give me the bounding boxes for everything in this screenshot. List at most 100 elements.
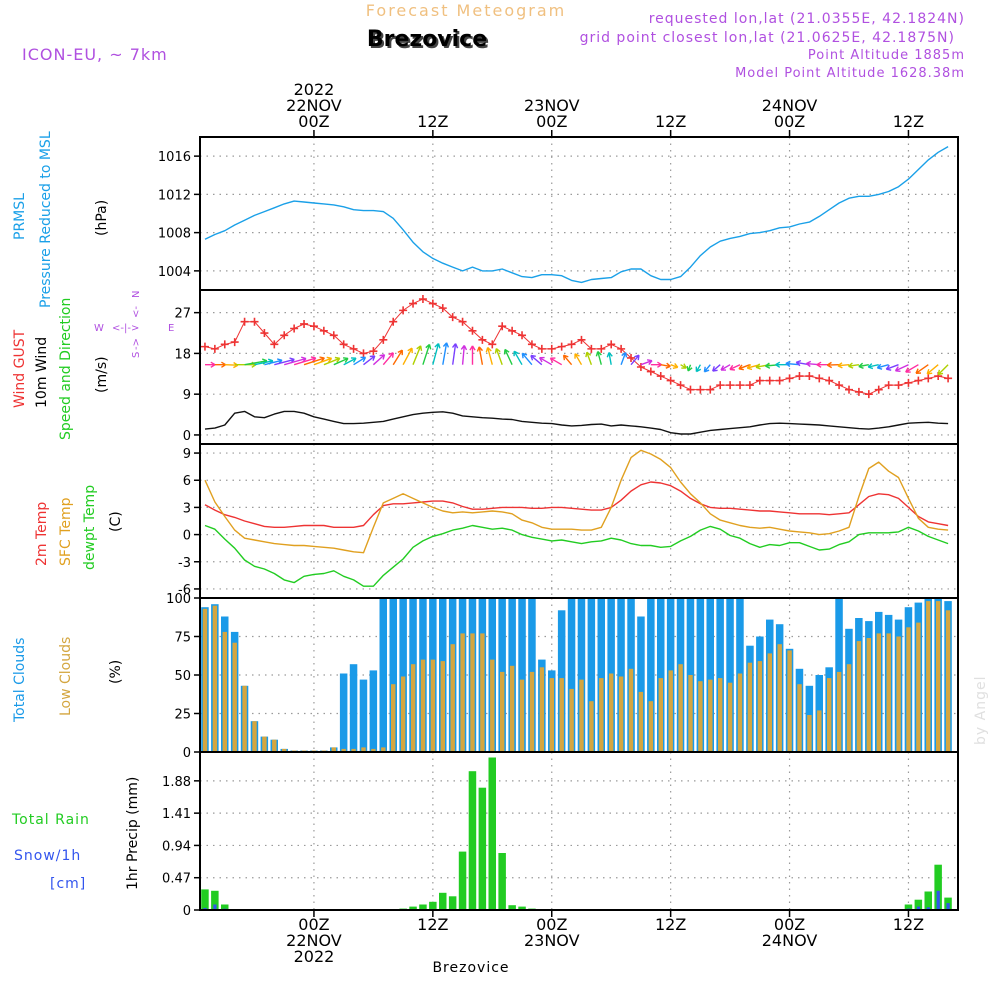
low-cloud-bar — [827, 678, 832, 752]
t2m-line — [204, 481, 949, 528]
wind-direction-arrow — [485, 346, 493, 365]
footer-location: Brezovice — [432, 960, 509, 976]
rain-bar — [458, 851, 467, 910]
watermark: by Angel — [973, 676, 989, 745]
gust-marker — [924, 374, 933, 383]
wind-direction-arrow — [848, 362, 859, 369]
gust-marker — [914, 376, 923, 385]
gust-marker — [557, 342, 566, 351]
cloud-ytick-label: 75 — [174, 631, 191, 646]
wind-speed-direction-label: Speed and Direction — [58, 298, 74, 440]
gust-marker — [904, 378, 913, 387]
low-cloud-bar — [678, 664, 683, 752]
low-cloud-bar — [648, 701, 654, 752]
low-cloud-bar — [906, 627, 911, 752]
wind-direction-arrow — [620, 351, 628, 365]
wind-direction-arrow — [905, 364, 919, 373]
low-cloud-bar — [936, 601, 941, 752]
gust-marker — [359, 349, 368, 358]
temp-labels: 2m Temp SFC Temp dewpt Temp (C) — [34, 485, 124, 570]
gust-marker — [300, 319, 309, 328]
gust-marker — [854, 387, 863, 396]
gust-marker — [835, 381, 844, 390]
wind-direction-arrow — [937, 364, 949, 376]
rain-bar — [419, 904, 427, 910]
low-cloud-bar — [391, 684, 396, 752]
low-cloud-bar — [618, 676, 624, 752]
wind-direction-arrow — [402, 347, 413, 366]
low-cloud-bar — [282, 748, 287, 752]
precip-ytick-label: 1.41 — [162, 807, 191, 822]
wind-10m-label: 10m Wind — [34, 337, 50, 408]
bottom-axis-label: 12Z — [655, 915, 686, 934]
wind-direction-arrow — [412, 345, 423, 365]
top-axis-label: 23NOV — [524, 96, 580, 115]
gust-marker — [339, 340, 348, 349]
cloud-ytick-label: 50 — [174, 669, 191, 684]
rain-bar — [429, 901, 437, 910]
gust-marker — [369, 347, 378, 356]
temp-ytick-label: 3 — [183, 501, 191, 516]
rose-east: E — [168, 323, 174, 334]
low-cloud-bar — [381, 747, 386, 752]
low-cloud-bar — [420, 659, 426, 752]
snow-bar — [213, 904, 217, 910]
gust-marker — [805, 372, 814, 381]
rose-arrow-down: -> — [131, 338, 142, 350]
total-cloud-bar — [577, 598, 586, 752]
rain-bar — [518, 906, 526, 910]
tsfc-line — [204, 449, 949, 554]
gust-marker — [587, 344, 596, 353]
top-axis-label: 00Z — [536, 112, 567, 131]
pressure-ytick-label: 1004 — [158, 265, 191, 280]
gust-marker — [755, 376, 764, 385]
wind-direction-arrow — [926, 364, 939, 375]
dewpt-line — [204, 524, 949, 587]
bottom-axis-label: 00Z — [298, 915, 329, 934]
gust-marker — [765, 376, 774, 385]
low-cloud-bar — [480, 633, 485, 752]
total-cloud-bar — [637, 616, 645, 752]
wind-direction-arrow — [538, 356, 553, 366]
precip-frame — [199, 751, 959, 911]
gust-marker — [260, 329, 269, 338]
wind-direction-arrow — [513, 350, 523, 366]
gust-marker — [706, 385, 715, 394]
gust-marker — [349, 344, 358, 353]
wind-direction-arrow — [703, 364, 711, 373]
snow-bar — [926, 907, 930, 910]
low-cloud-bar — [737, 673, 743, 752]
low-cloud-bar — [609, 673, 614, 752]
gust-marker — [537, 344, 546, 353]
pressure-ytick-label: 1016 — [158, 150, 191, 165]
snow-unit-label: [cm] — [50, 876, 86, 892]
pressure-ytick-label: 1012 — [158, 188, 191, 203]
gust-marker — [280, 331, 289, 340]
wind-ytick-label: 18 — [174, 347, 191, 362]
total-cloud-bar — [349, 664, 358, 752]
gust-line — [204, 298, 949, 395]
gust-marker — [478, 335, 487, 344]
wind-direction-arrow — [670, 362, 679, 369]
low-cloud-bar — [727, 682, 733, 752]
gust-marker — [508, 326, 517, 335]
cloud-labels: Total Clouds Low Clouds (%) — [12, 637, 124, 723]
wind-direction-arrow — [858, 362, 869, 369]
total-cloud-bar — [726, 598, 734, 752]
pressure-msl-label: Pressure Reduced to MSL — [38, 131, 54, 308]
dewpt-label: dewpt Temp — [82, 485, 98, 570]
total-cloud-bar — [389, 598, 397, 752]
wind-direction-arrow — [894, 364, 909, 372]
gust-marker — [250, 317, 259, 326]
gust-marker — [428, 299, 437, 308]
wind-direction-arrow — [686, 364, 693, 372]
bottom-axis-label: 22NOV — [286, 931, 342, 950]
low-cloud-bar — [450, 644, 455, 752]
low-cloud-bar — [589, 701, 594, 752]
point-altitude: Point Altitude 1885m — [808, 48, 965, 63]
total-cloud-bar — [518, 598, 526, 752]
wind-speed-line — [204, 410, 949, 435]
low-cloud-bar — [242, 685, 247, 752]
gust-marker — [845, 385, 854, 394]
snow-bar — [936, 890, 940, 910]
